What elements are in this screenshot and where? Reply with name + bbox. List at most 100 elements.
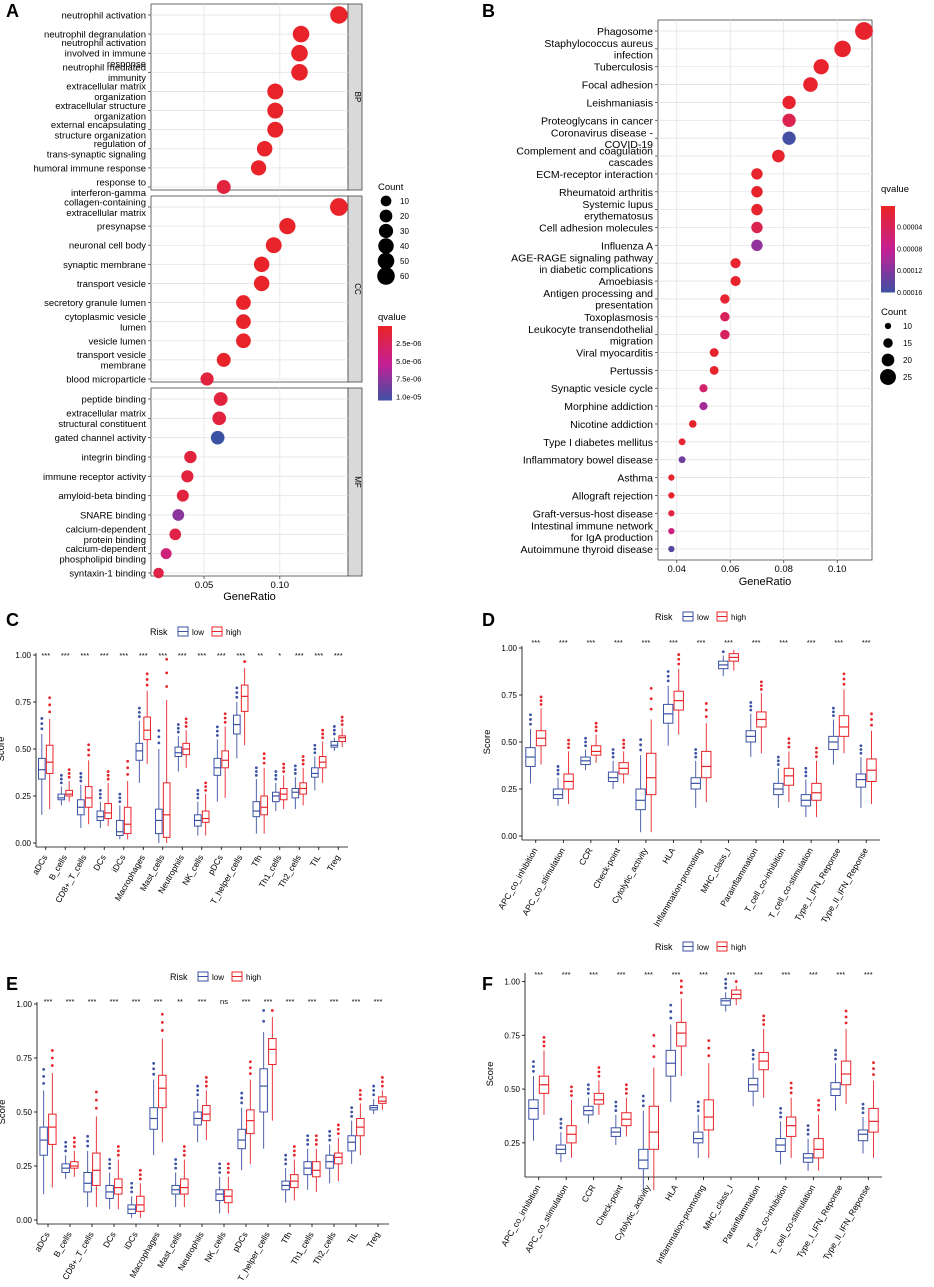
facet-panel	[150, 195, 349, 383]
colorbar-segment	[378, 397, 392, 401]
outlier-point	[861, 1107, 865, 1110]
outlier-point	[622, 738, 626, 742]
significance-label: ***	[61, 651, 70, 660]
outlier-point	[94, 1098, 98, 1102]
box-body	[114, 1178, 123, 1195]
colorbar-segment	[378, 367, 392, 371]
colorbar-segment	[881, 286, 895, 290]
significance-label: ***	[754, 970, 763, 979]
colorbar-segment	[881, 217, 895, 221]
colorbar-label: 1.0e-05	[396, 392, 421, 401]
outlier-point	[223, 716, 227, 720]
outlier-point	[87, 743, 91, 747]
box-body	[311, 767, 319, 778]
outlier-point	[842, 677, 846, 681]
outlier-point	[332, 732, 336, 736]
data-point	[699, 402, 708, 411]
outlier-point	[749, 708, 753, 712]
outlier-point	[196, 1093, 200, 1097]
outlier-point	[707, 1054, 711, 1058]
data-point	[668, 527, 675, 535]
outlier-point	[137, 706, 141, 710]
term-label: interferon-gamma	[71, 188, 147, 199]
tick-label-y: 1.00	[504, 977, 520, 986]
outlier-point	[116, 1145, 120, 1148]
colorbar-segment	[378, 348, 392, 352]
outlier-point	[779, 1115, 783, 1119]
term-label: AGE-RAGE signaling pathway	[511, 252, 654, 264]
term-label: immunity	[108, 73, 146, 84]
term-label: Asthma	[617, 473, 653, 485]
significance-label: **	[177, 997, 183, 1006]
outlier-point	[106, 777, 110, 781]
outlier-point	[870, 718, 873, 721]
data-point	[803, 77, 818, 92]
outlier-point	[586, 1087, 590, 1091]
outlier-point	[137, 715, 141, 718]
term-label: Viral myocarditis	[576, 348, 653, 360]
size-legend: Count 10 20 30 40 50 60	[377, 182, 409, 285]
outlier-point	[157, 735, 161, 739]
risk-legend: Risk low high	[150, 626, 241, 637]
category-label: HLA	[663, 1183, 680, 1203]
outlier-point	[282, 762, 286, 766]
legend-label: low	[697, 943, 709, 952]
outlier-point	[787, 745, 791, 749]
legend-label: 50	[400, 257, 409, 266]
tick-label-y: 0.50	[15, 745, 31, 754]
panel-f-boxplot: Risk low high0.250.500.751.00Score***APC_c…	[485, 941, 882, 1265]
outlier-point	[215, 729, 219, 733]
box-body	[868, 1107, 879, 1133]
outlier-point	[724, 986, 728, 990]
facet-panel	[150, 3, 349, 191]
box-body	[158, 1074, 167, 1109]
outlier-point	[79, 779, 83, 783]
risk-legend: Risk low high	[655, 941, 746, 952]
significance-label: ***	[314, 651, 323, 660]
outlier-point	[293, 772, 297, 775]
facet-strip-label: CC	[353, 283, 362, 295]
outlier-point	[215, 725, 219, 729]
outlier-point	[776, 755, 780, 759]
term-label: Cell adhesion molecules	[539, 222, 653, 234]
panel-d-boxplot: Risk low high0.000.250.500.751.00Score***A…	[482, 611, 880, 928]
term-label: Coronavirus disease -	[551, 127, 654, 139]
box-body	[83, 1171, 92, 1193]
data-point	[213, 392, 228, 406]
outlier-point	[218, 1162, 222, 1166]
tick-label-y: 0.00	[16, 1216, 32, 1225]
outlier-point	[532, 1065, 535, 1068]
outlier-point	[306, 1134, 310, 1138]
outlier-point	[762, 1023, 766, 1026]
box-body	[201, 810, 210, 823]
outlier-point	[832, 706, 835, 710]
significance-label: ***	[110, 997, 119, 1006]
term-label: Nicotine addiction	[570, 419, 653, 431]
significance-label: ***	[286, 997, 295, 1006]
data-point	[153, 567, 164, 579]
category-label: aDCs	[32, 1230, 51, 1253]
data-point	[200, 372, 214, 386]
term-label: SNARE binding	[80, 511, 146, 522]
term-label: immune receptor activity	[43, 472, 146, 483]
outlier-point	[248, 1066, 252, 1070]
legend-label: low	[212, 973, 224, 982]
outlier-point	[724, 977, 728, 981]
outlier-point	[184, 717, 188, 721]
y-axis-title: Score	[485, 1062, 496, 1087]
box-body	[347, 1135, 356, 1152]
box-body	[48, 1113, 57, 1145]
legend-label: high	[246, 973, 261, 982]
box-body	[828, 735, 839, 751]
outlier-point	[138, 1173, 142, 1177]
term-label: Amoebiasis	[599, 276, 653, 288]
outlier-point	[293, 764, 297, 768]
outlier-point	[130, 1190, 134, 1194]
box-body	[811, 782, 822, 801]
significance-label: ***	[88, 997, 97, 1006]
outlier-point	[872, 1067, 875, 1071]
outlier-point	[108, 1162, 112, 1166]
term-label: transport vesicle	[77, 279, 146, 290]
colorbar-label: 0.00012	[897, 268, 922, 275]
